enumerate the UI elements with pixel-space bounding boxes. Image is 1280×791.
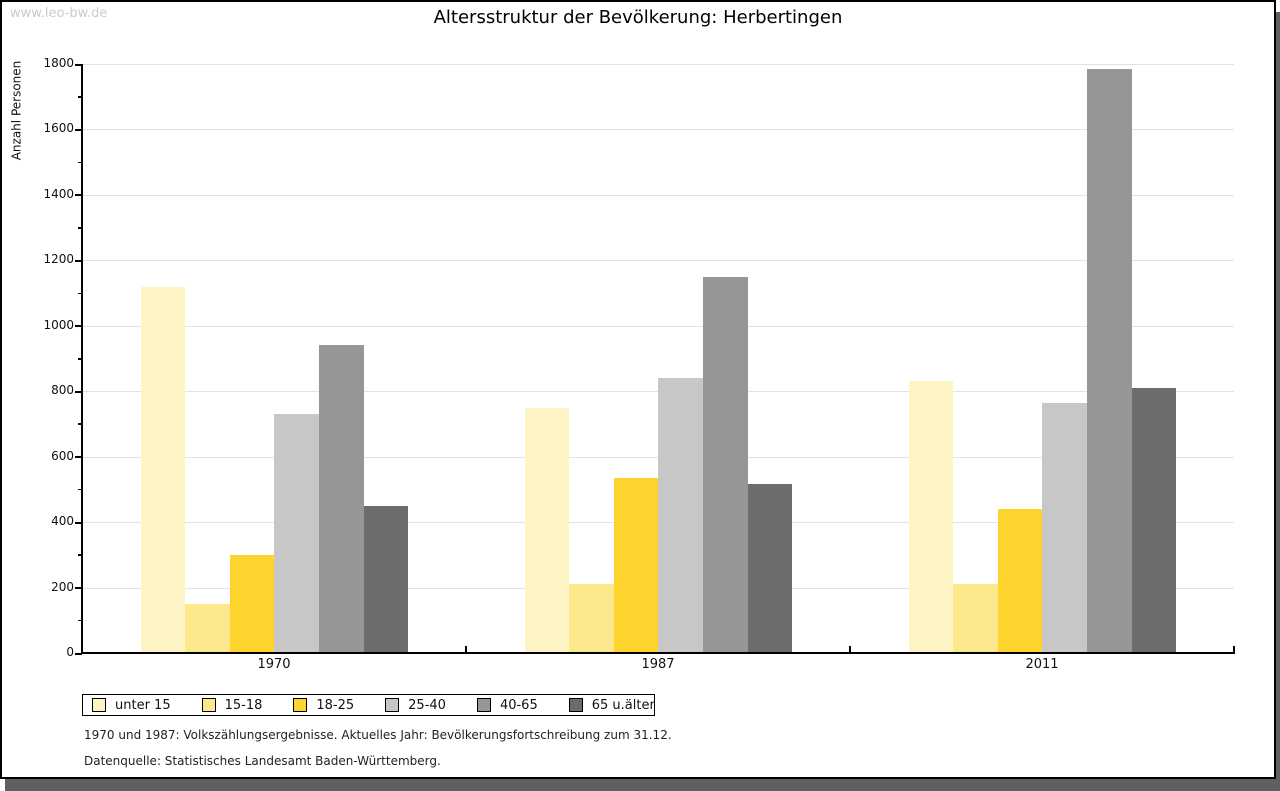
legend-label: 65 u.älter [591,697,655,713]
y-major-tick [75,390,82,393]
y-minor-tick [78,423,82,425]
legend-item: 40-65 [476,697,538,713]
y-major-tick [75,194,82,197]
bar [1042,402,1087,652]
y-tick-label: 1200 [43,252,74,267]
y-tick-label: 1600 [43,121,74,136]
x-axis-line [81,652,1235,654]
gridline [83,260,1234,262]
chart-title: Altersstruktur der Bevölkerung: Herberti… [433,7,843,28]
legend-label: unter 15 [115,697,171,713]
bar [229,554,275,652]
y-major-tick [75,259,82,262]
bar [997,509,1043,652]
y-tick-label: 1800 [43,56,74,70]
x-tick [465,646,467,652]
bar [908,381,954,652]
legend-item: 18-25 [293,698,354,713]
y-minor-tick [78,488,82,491]
legend-label: 18-25 [316,697,355,713]
legend-swatch [568,698,583,712]
watermark: www.leo-bw.de [10,6,108,21]
bar [747,484,793,652]
y-tick-label: 800 [51,383,74,398]
x-tick [849,646,851,652]
legend-label: 25-40 [408,697,446,713]
category-label: 2011 [1025,657,1059,672]
footnote-line-1: 1970 und 1987: Volkszählungsergebnisse. … [84,728,672,742]
y-major-tick [75,325,82,328]
bar [569,584,614,652]
bar [185,603,230,652]
legend-swatch [476,698,491,712]
bar [363,505,409,652]
gridline [83,64,1234,65]
y-minor-tick [78,358,82,360]
legend-swatch [293,698,308,712]
gridline [83,129,1234,131]
category-label: 1970 [257,657,291,672]
legend-item: 15-18 [201,697,263,713]
y-axis-label: Anzahl Personen [9,60,24,161]
y-tick-label: 1400 [43,186,74,201]
footnote-line-2: Datenquelle: Statistisches Landesamt Bad… [84,754,441,768]
y-major-tick [75,63,82,66]
y-tick-label: 0 [66,645,74,659]
bar [1131,387,1177,652]
y-minor-tick [78,554,82,556]
legend-swatch [201,698,216,712]
y-major-tick [75,128,82,131]
bar [953,584,998,652]
legend-label: 40-65 [499,697,538,713]
y-minor-tick [78,161,82,164]
y-tick-label: 1000 [43,317,74,332]
legend-item: 65 u.älter [568,697,655,713]
x-tick [1233,646,1235,652]
y-tick-label: 200 [51,579,74,594]
bar [319,345,364,652]
y-major-tick [75,456,82,459]
y-axis-line [81,64,83,653]
y-minor-tick [78,96,82,98]
bar [1087,68,1132,652]
legend-item: unter 15 [92,698,171,713]
y-minor-tick [78,227,82,229]
y-tick-label: 400 [51,514,74,529]
bar [140,286,186,652]
legend-item: 25-40 [385,698,446,713]
legend-label: 15-18 [224,697,263,713]
bar [524,407,570,652]
gridline [83,194,1234,196]
bar [658,378,703,652]
gridline [83,325,1234,327]
legend-swatch [92,698,106,712]
y-major-tick [75,587,82,590]
legend: unter 15 15-18 18-25 25-40 40-65 65 u.älter [82,694,655,716]
y-major-tick [75,521,82,524]
y-minor-tick [78,619,82,622]
y-major-tick [75,652,82,655]
y-minor-tick [78,292,82,295]
category-label: 1987 [641,657,675,672]
y-tick-label: 600 [51,448,74,463]
bar [703,276,748,652]
bar [613,477,659,652]
legend-swatch [385,698,400,712]
bar [274,414,319,652]
